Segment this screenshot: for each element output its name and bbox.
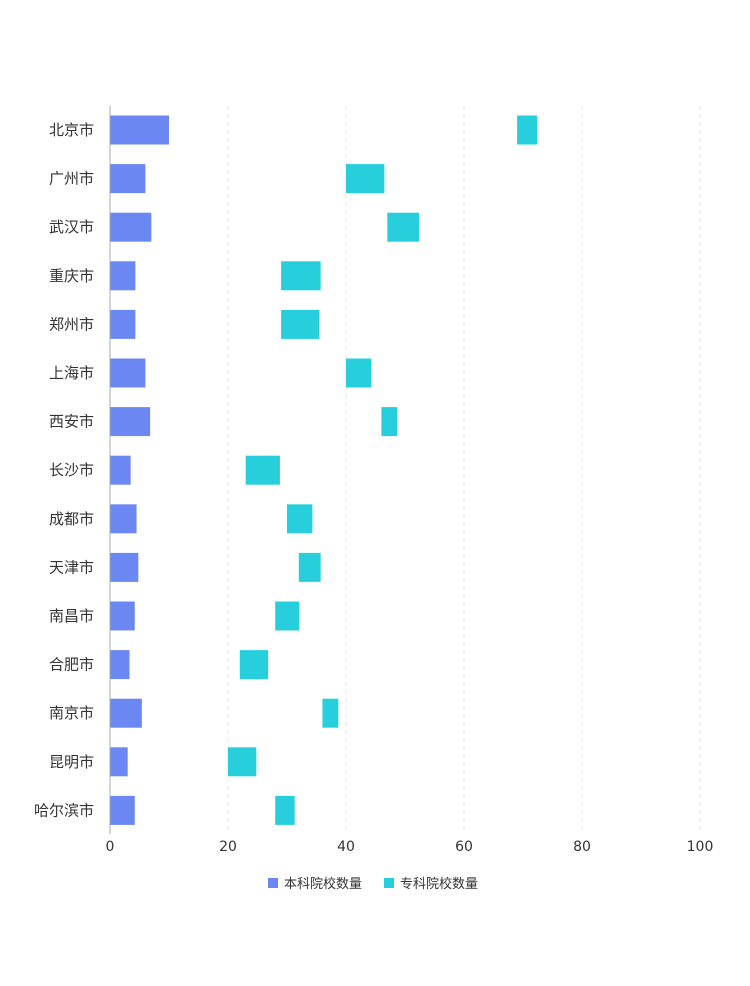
category-label: 郑州市 [49, 315, 94, 333]
bar[interactable] [110, 795, 135, 825]
bars [110, 115, 538, 825]
x-tick-label: 20 [219, 839, 237, 855]
category-label: 昆明市 [49, 753, 94, 771]
category-label: 上海市 [49, 364, 94, 382]
bar[interactable] [245, 455, 280, 485]
x-tick-label: 60 [455, 839, 473, 855]
bar[interactable] [110, 261, 136, 291]
bar[interactable] [110, 115, 169, 145]
category-label: 南昌市 [49, 607, 94, 625]
bar[interactable] [228, 747, 257, 777]
category-label: 西安市 [49, 413, 94, 431]
bar[interactable] [110, 552, 139, 582]
bar[interactable] [110, 358, 146, 388]
bar[interactable] [387, 212, 420, 242]
bar[interactable] [346, 164, 385, 194]
grid-lines [227, 106, 701, 834]
bar[interactable] [110, 698, 142, 728]
category-label: 北京市 [49, 121, 94, 139]
legend-swatch [268, 878, 278, 888]
x-tick-label: 40 [337, 839, 355, 855]
category-label: 南京市 [49, 704, 94, 722]
category-label: 天津市 [49, 558, 94, 576]
bar[interactable] [346, 358, 372, 388]
bar[interactable] [110, 504, 137, 534]
bar[interactable] [110, 650, 130, 680]
bar[interactable] [322, 698, 339, 728]
bar[interactable] [110, 164, 146, 194]
bar[interactable] [110, 309, 136, 339]
x-tick-label: 100 [687, 839, 714, 855]
bar[interactable] [110, 601, 135, 631]
category-label: 长沙市 [49, 461, 94, 479]
legend[interactable]: 本科院校数量 专科院校数量 [268, 876, 478, 892]
bar[interactable] [287, 504, 313, 534]
bar[interactable] [381, 407, 398, 437]
category-label: 重庆市 [49, 267, 94, 285]
category-label: 广州市 [49, 170, 94, 188]
category-label: 武汉市 [49, 218, 94, 236]
bar[interactable] [110, 407, 151, 437]
bar[interactable] [275, 795, 295, 825]
bar[interactable] [281, 261, 321, 291]
legend-label: 本科院校数量 [284, 876, 362, 892]
bar[interactable] [239, 650, 269, 680]
category-label: 哈尔滨市 [34, 801, 94, 819]
bar[interactable] [275, 601, 300, 631]
category-label: 合肥市 [49, 656, 94, 674]
bar[interactable] [110, 455, 131, 485]
bar[interactable] [298, 552, 321, 582]
legend-label: 专科院校数量 [400, 876, 478, 892]
x-tick-label: 80 [573, 839, 591, 855]
bar[interactable] [517, 115, 538, 145]
legend-swatch [384, 878, 394, 888]
x-tick-label: 0 [106, 839, 115, 855]
bar[interactable] [110, 212, 152, 242]
x-tick-labels: 0 20 40 60 80 100 [106, 839, 714, 855]
bar[interactable] [281, 309, 320, 339]
bar[interactable] [110, 747, 128, 777]
category-label: 成都市 [49, 510, 94, 528]
legend-item[interactable]: 本科院校数量 [268, 876, 362, 892]
legend-item[interactable]: 专科院校数量 [384, 876, 478, 892]
category-labels: 北京市广州市武汉市重庆市郑州市上海市西安市长沙市成都市天津市南昌市合肥市南京市昆… [34, 121, 94, 819]
